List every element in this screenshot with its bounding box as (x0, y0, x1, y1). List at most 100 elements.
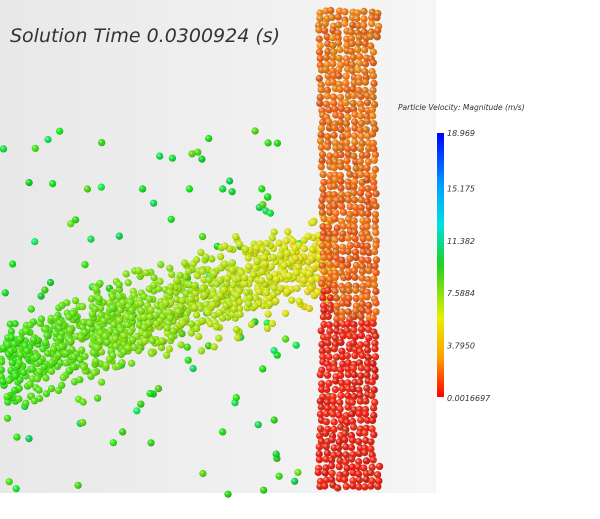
particle-shade (5, 377, 12, 384)
particle-shade (343, 120, 350, 127)
particle-shade (270, 291, 277, 298)
colorbar-tick-label: 11.382 (447, 237, 475, 246)
particle-shade (341, 436, 348, 443)
particle-shade (120, 348, 127, 355)
particle-shade (281, 262, 288, 269)
particle-shade (237, 311, 244, 318)
particle-shade (372, 166, 379, 173)
particle-shade (369, 417, 376, 424)
particle-shade (9, 260, 16, 267)
particle-shade (372, 288, 379, 295)
particle-shade (361, 483, 368, 490)
particle-shade (374, 27, 381, 34)
particle-shade (317, 371, 324, 378)
particle-shade (373, 269, 380, 276)
particle-shade (325, 313, 332, 320)
particle-shade (16, 335, 23, 342)
particle-shade (38, 315, 45, 322)
particle-shade (357, 93, 364, 100)
particle-shade (323, 410, 330, 417)
particle-shade (26, 179, 33, 186)
particle-shade (219, 315, 226, 322)
particle-shade (352, 235, 359, 242)
particle-shade (330, 426, 337, 433)
particle-shade (137, 401, 144, 408)
particle-shade (119, 299, 126, 306)
particle-shade (325, 339, 332, 346)
particle-shade (283, 288, 290, 295)
particle-shade (338, 105, 345, 112)
particle-shade (43, 332, 50, 339)
particle-shade (366, 204, 373, 211)
particle-shade (322, 20, 329, 27)
particle-shade (367, 469, 374, 476)
particle-shade (370, 405, 377, 412)
particle-shade (11, 387, 18, 394)
particle-shade (350, 365, 357, 372)
particle-shade (128, 307, 135, 314)
particle-shade (325, 333, 332, 340)
particle-shade (364, 99, 371, 106)
particle-shade (213, 295, 220, 302)
particle-shade (142, 331, 149, 338)
particle-shade (335, 444, 342, 451)
particle-shade (147, 390, 154, 397)
particle-shade (259, 365, 266, 372)
particle-shade (150, 200, 157, 207)
particle-shade (193, 256, 200, 263)
particle-shade (41, 286, 48, 293)
particle-shade (308, 255, 315, 262)
particle-shade (317, 55, 324, 62)
particle-shade (319, 157, 326, 164)
particle-shade (23, 328, 30, 335)
particle-shade (98, 379, 105, 386)
particle-shade (306, 305, 313, 312)
particle-shade (248, 321, 255, 328)
particle-shade (337, 372, 344, 379)
particle-shade (55, 387, 62, 394)
particle-shade (300, 277, 307, 284)
particle-shade (316, 15, 323, 22)
particle-shade (322, 469, 329, 476)
particle-shade (361, 430, 368, 437)
particle-shade (234, 334, 241, 341)
particle-shade (69, 310, 76, 317)
particle-shade (166, 265, 173, 272)
particle-shade (58, 302, 65, 309)
particle-shade (9, 359, 16, 366)
particle-shade (362, 398, 369, 405)
particle-shade (135, 267, 142, 274)
particle-shade (330, 398, 337, 405)
particle-shade (252, 264, 259, 271)
particle-shade (146, 313, 153, 320)
particle-shade (358, 326, 365, 333)
particle-shade (201, 291, 208, 298)
particle-shade (81, 261, 88, 268)
particle-shade (317, 42, 324, 49)
particle-shade (266, 273, 273, 280)
particle-shade (363, 164, 370, 171)
particle-shade (138, 307, 145, 314)
particle-shade (332, 274, 339, 281)
particle-shade (205, 135, 212, 142)
particle-shade (252, 127, 259, 134)
particle-shade (348, 410, 355, 417)
particle-shade (323, 54, 330, 61)
particle-shade (44, 136, 51, 143)
particle-shade (326, 353, 333, 360)
particle-shade (137, 300, 144, 307)
particle-shade (349, 40, 356, 47)
particle-shade (321, 482, 328, 489)
particle-shade (271, 416, 278, 423)
particle-shade (370, 59, 377, 66)
particle-shade (163, 352, 170, 359)
particle-shade (353, 15, 360, 22)
particle-shade (372, 217, 379, 224)
particle-shade (285, 272, 292, 279)
particle-shade (242, 246, 249, 253)
particle-shade (277, 252, 284, 259)
particle-shade (288, 297, 295, 304)
particle-shade (48, 359, 55, 366)
particle-shade (370, 48, 377, 55)
particle-shade (319, 294, 326, 301)
